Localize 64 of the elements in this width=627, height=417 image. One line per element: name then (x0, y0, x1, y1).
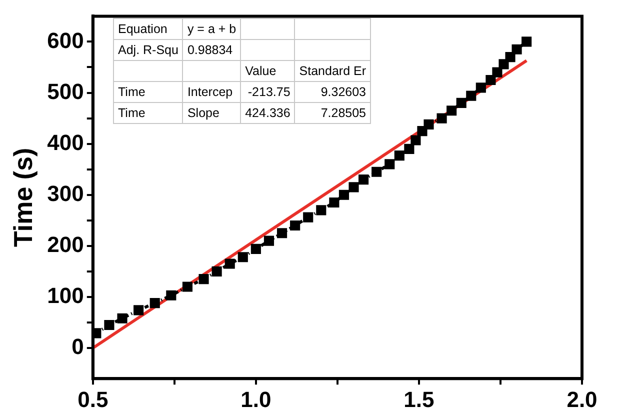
annotation: Adj. R-Squ (114, 40, 183, 60)
point (238, 252, 248, 262)
y-tick-label: 300 (47, 180, 84, 206)
point (394, 150, 404, 161)
point (498, 59, 509, 70)
annotation: Time (114, 102, 183, 124)
point (134, 305, 144, 316)
point (456, 98, 466, 108)
point (150, 298, 160, 308)
point (182, 282, 192, 292)
point (290, 220, 300, 231)
point (303, 212, 314, 222)
annotation: Equation (114, 18, 183, 40)
y-axis-title: Time (s) (8, 148, 38, 248)
point (264, 236, 274, 246)
y-tick-label: 0 (72, 334, 84, 360)
annotation: 9.32603 (294, 82, 371, 102)
x-tick-label: 0.5 (78, 386, 108, 412)
point (212, 266, 222, 276)
y-tick-label: 200 (47, 232, 84, 257)
point (505, 52, 516, 62)
annotation: 7.28505 (294, 102, 371, 124)
point (316, 205, 326, 216)
x-tick-label: 1.0 (240, 386, 272, 412)
point (372, 166, 382, 177)
y-tick-label: 100 (47, 282, 84, 308)
annotation: Intercep (182, 82, 241, 102)
annotation: Value (240, 60, 295, 82)
x-tick-label: 2.0 (566, 386, 598, 412)
point (446, 106, 457, 116)
point (358, 174, 369, 185)
point (166, 290, 176, 300)
point (348, 182, 359, 192)
point (424, 119, 434, 130)
annotation: 0.98834 (182, 40, 241, 60)
point (338, 190, 350, 200)
point (404, 144, 414, 154)
point (512, 44, 522, 54)
y-tick-label: 600 (47, 28, 84, 53)
point (384, 159, 395, 170)
point (436, 113, 447, 124)
annotation: y = a + b (182, 18, 241, 40)
point (117, 313, 128, 324)
annotation: -213.75 (240, 82, 295, 102)
point (276, 228, 288, 238)
point (224, 258, 235, 269)
y-tick-label: 500 (47, 78, 84, 104)
annotation: 424.336 (240, 102, 295, 124)
point (417, 126, 428, 136)
point (522, 36, 532, 47)
point (476, 82, 486, 93)
point (250, 244, 261, 254)
y-tick-label: 400 (47, 130, 84, 155)
point (104, 320, 114, 330)
point (329, 197, 340, 208)
point (486, 74, 496, 86)
point (466, 90, 476, 101)
point (198, 274, 209, 284)
annotation: Time (114, 82, 183, 102)
annotation: Standard Er (294, 60, 371, 82)
x-tick-label: 1.5 (404, 386, 434, 412)
annotation: Slope (182, 102, 241, 124)
point (492, 67, 502, 78)
point (410, 135, 421, 146)
